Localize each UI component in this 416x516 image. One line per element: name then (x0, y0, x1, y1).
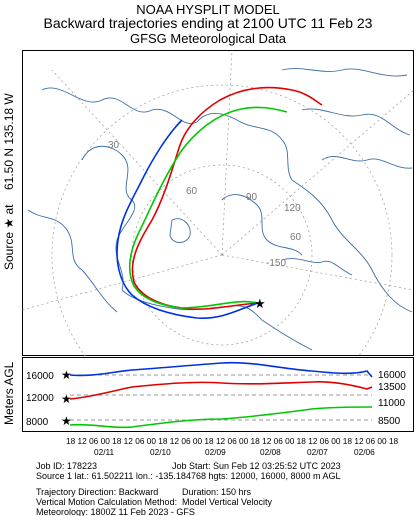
graticule (22, 50, 414, 356)
source-star: ★ (254, 296, 266, 311)
height-lines (69, 361, 373, 429)
date-tick: 02/09 (205, 447, 226, 457)
star-green: ★ (61, 414, 72, 428)
height-panel: 16000 12000 8000 16000 13500 11000 8500 … (22, 357, 414, 457)
meteorology: Meteorology: 1800Z 11 Feb 2023 - GFS (36, 507, 195, 516)
source-coords: 61.50 N 135.18 W (2, 93, 16, 190)
graticule-label: 90 (246, 192, 258, 203)
height-label: 13500 (378, 382, 406, 393)
trajectory-direction: Trajectory Direction: Backward (36, 487, 159, 497)
height-right-labels: 16000 13500 11000 8500 (378, 370, 406, 427)
date-tick: 02/10 (150, 447, 171, 457)
vertical-method-value: Model Vertical Velocity (182, 497, 273, 507)
date-tick: 02/11 (94, 447, 115, 457)
job-id: Job ID: 178223 (36, 461, 98, 471)
date-tick: 02/08 (260, 447, 281, 457)
date-tick: 02/07 (307, 447, 328, 457)
source-label: Source ★ at (2, 204, 16, 270)
height-left-labels: 16000 12000 8000 (26, 371, 54, 428)
time-ticks: 18 12 06 00 18 12 06 00 18 12 06 00 18 1… (66, 436, 399, 446)
graticule-label: 60 (186, 186, 198, 197)
title-line-1: NOAA HYSPLIT MODEL (136, 2, 280, 17)
height-line-green (69, 406, 373, 429)
graticule-labels: 30 60 90 120 60 -150 (108, 140, 302, 269)
duration: Duration: 150 hrs (182, 487, 252, 497)
title-line-2: Backward trajectories ending at 2100 UTC… (43, 15, 373, 31)
star-red: ★ (61, 392, 72, 406)
height-line-blue (69, 361, 373, 378)
trajectory-map: 30 60 90 120 60 -150 ★ (22, 50, 414, 356)
height-frame (22, 357, 414, 432)
title-line-3: GFSG Meteorological Data (129, 31, 287, 46)
height-label: 8000 (26, 417, 49, 428)
vertical-method: Vertical Motion Calculation Method: (36, 497, 178, 507)
coastlines (27, 68, 413, 351)
height-label: 11000 (378, 398, 406, 409)
vertical-axis-label: Meters AGL (2, 361, 16, 425)
star-blue: ★ (61, 368, 72, 382)
graticule-label: 120 (284, 203, 301, 214)
height-label: 12000 (26, 393, 54, 404)
job-start: Job Start: Sun Feb 12 03:25:52 UTC 2023 (172, 461, 341, 471)
graticule-label: 60 (290, 232, 302, 243)
trajectory-lines (116, 86, 323, 319)
date-tick: 02/06 (354, 447, 375, 457)
trajectory-green (128, 106, 288, 309)
graticule-label: -150 (266, 258, 286, 269)
height-line-red (69, 381, 373, 400)
height-label: 16000 (378, 370, 406, 381)
height-label: 8500 (378, 416, 401, 427)
source-info: Source 1 lat.: 61.502211 lon.: -135.1847… (36, 471, 341, 481)
graticule-label: 30 (108, 140, 120, 151)
map-frame (22, 50, 414, 356)
height-start-stars: ★ ★ ★ (61, 368, 72, 428)
date-ticks: 02/11 02/10 02/09 02/08 02/07 02/06 (94, 447, 375, 457)
height-gridlines (70, 374, 372, 421)
trajectory-blue (116, 119, 259, 319)
height-label: 16000 (26, 371, 54, 382)
